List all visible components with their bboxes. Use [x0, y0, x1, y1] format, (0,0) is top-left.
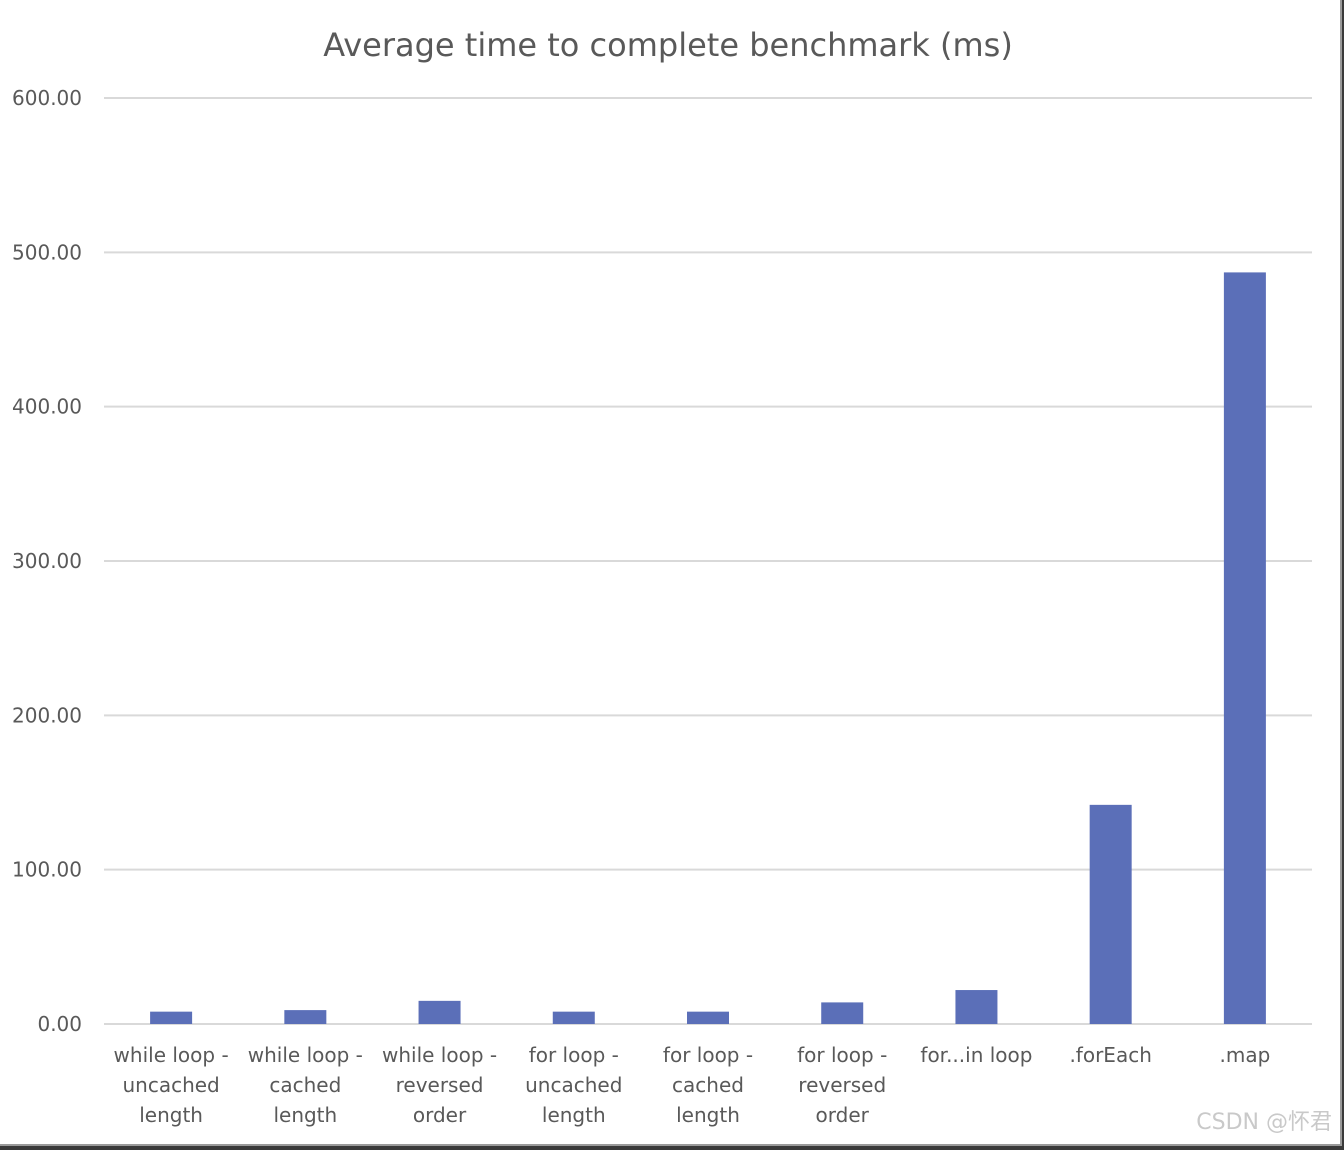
- x-category-label: for loop -: [797, 1043, 887, 1067]
- y-tick-label: 600.00: [12, 86, 82, 110]
- x-category-label: reversed: [396, 1073, 484, 1097]
- x-category-label: for loop -: [663, 1043, 753, 1067]
- x-category-label: length: [139, 1103, 203, 1127]
- x-category-label: order: [413, 1103, 467, 1127]
- y-tick-label: 500.00: [12, 240, 82, 264]
- x-category-label: while loop -: [114, 1043, 229, 1067]
- chart-title: Average time to complete benchmark (ms): [323, 26, 1013, 64]
- bar: [1089, 804, 1132, 1024]
- x-category-label: for loop -: [529, 1043, 619, 1067]
- y-tick-label: 100.00: [12, 858, 82, 882]
- x-category-label: length: [273, 1103, 337, 1127]
- bar: [1223, 272, 1266, 1024]
- x-category-label: cached: [269, 1073, 341, 1097]
- x-category-label: .map: [1219, 1043, 1270, 1067]
- x-category-label: while loop -: [382, 1043, 497, 1067]
- x-category-label: length: [676, 1103, 740, 1127]
- bar: [552, 1011, 595, 1024]
- x-category-label: .forEach: [1069, 1043, 1151, 1067]
- x-axis-categories: while loop - uncached length while loop - ca…: [114, 1043, 1271, 1127]
- x-category-label: for...in loop: [920, 1043, 1032, 1067]
- y-tick-label: 300.00: [12, 549, 82, 573]
- bar: [418, 1000, 461, 1024]
- y-tick-label: 200.00: [12, 703, 82, 727]
- x-category-label: while loop -: [248, 1043, 363, 1067]
- bar: [687, 1011, 729, 1024]
- bar: [150, 1011, 193, 1024]
- x-category-label: cached: [672, 1073, 744, 1097]
- x-category-label: uncached: [525, 1073, 622, 1097]
- y-tick-label: 0.00: [37, 1012, 82, 1036]
- bar: [821, 1002, 864, 1024]
- y-axis-ticks: 0.00 100.00 200.00 300.00 400.00 500.00 600.00: [12, 86, 82, 1036]
- x-category-label: order: [816, 1103, 870, 1127]
- bar: [284, 1010, 327, 1024]
- gridlines: [104, 97, 1312, 1025]
- x-category-label: uncached: [122, 1073, 219, 1097]
- bars: [150, 272, 1266, 1024]
- y-tick-label: 400.00: [12, 395, 82, 419]
- bar: [955, 990, 998, 1024]
- watermark: CSDN @怀君: [1196, 1110, 1332, 1135]
- x-category-label: reversed: [798, 1073, 886, 1097]
- x-category-label: length: [542, 1103, 606, 1127]
